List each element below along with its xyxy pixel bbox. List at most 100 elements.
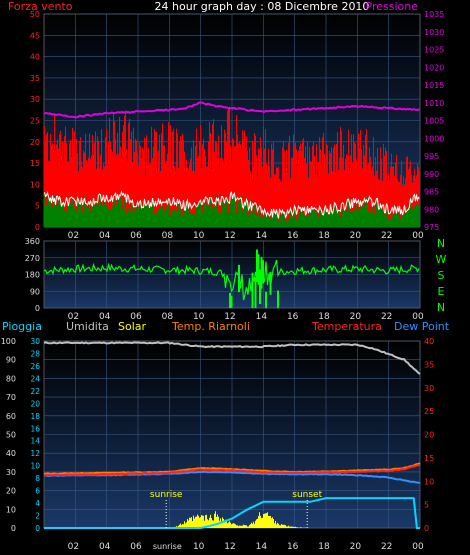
wind-tick-label: 40	[30, 53, 40, 62]
wind-direction-grid	[44, 240, 421, 309]
secondary-tick-label: 18	[30, 412, 40, 421]
temperature-tick-label: 25	[424, 407, 434, 416]
pressure-tick-label: 995	[424, 152, 439, 161]
compass-letters: N W S E N	[436, 237, 447, 314]
wind-axis-label: Forza vento	[8, 0, 73, 13]
x-tick-label: 16	[287, 312, 299, 322]
humidity-line	[43, 341, 421, 375]
x-tick-label: 10	[193, 312, 205, 322]
sunrise-label: sunrise	[150, 490, 183, 500]
pressure-tick-label: 1025	[424, 46, 444, 55]
secondary-tick-label: 22	[30, 387, 40, 396]
x-tick-label: 10	[193, 542, 205, 552]
x-tick-label: sunrise	[153, 542, 182, 551]
wind-tick-label: 45	[30, 31, 40, 40]
rain-tick-label: 90	[6, 356, 16, 365]
temperature-line	[43, 464, 421, 477]
x-tick-label: 20	[350, 231, 362, 241]
direction-tick-label: 0	[35, 304, 40, 313]
direction-axis: 0 90 180 270 360	[25, 237, 40, 313]
temperature-tick-label: 10	[424, 477, 434, 486]
pressure-tick-label: 1020	[424, 63, 444, 72]
temperature-grid	[44, 340, 421, 529]
secondary-tick-label: 12	[30, 449, 40, 458]
direction-tick-label: 360	[25, 237, 40, 246]
rain-tick-label: 30	[6, 468, 16, 477]
x-tick-label: 06	[130, 231, 142, 241]
x-tick-label: 04	[99, 542, 111, 552]
secondary-tick-label: 16	[30, 424, 40, 433]
direction-tick-label: 270	[25, 254, 40, 263]
temperature-tick-label: 40	[424, 337, 434, 346]
x-tick-label: 08	[162, 312, 174, 322]
x-tick-label: 18	[318, 312, 330, 322]
pressure-tick-label: 1015	[424, 81, 444, 90]
x-tick-label: 10	[193, 231, 205, 241]
legend-temperatura: Temperatura	[311, 320, 382, 333]
rain-tick-label: 80	[6, 374, 16, 383]
wind-tick-label: 20	[30, 138, 40, 147]
temperature-time-axis: 02 04 06 sunrise 10 12 14 16 18 20 22 00	[68, 542, 424, 552]
wind-tick-label: 15	[30, 159, 40, 168]
sun-annotations: sunrise sunset	[150, 490, 323, 528]
pressure-axis: 975 980 985 990 995 1000 1005 1010 1015 1020 1025 1…	[424, 10, 444, 232]
pressure-tick-label: 985	[424, 188, 439, 197]
compass-e: E	[438, 285, 445, 298]
pressure-tick-label: 1030	[424, 28, 444, 37]
x-tick-label: 16	[287, 231, 299, 241]
wind-direction-panel: 0 90 180 270 360 02 04 06 08 10 12 14 16 18 20 22 00 N …	[25, 237, 447, 322]
x-tick-label: 14	[256, 542, 268, 552]
secondary-tick-label: 0	[35, 524, 40, 533]
x-tick-label: 20	[350, 312, 362, 322]
direction-time-axis: 02 04 06 08 10 12 14 16 18 20 22 00	[68, 312, 424, 322]
pressure-tick-label: 1000	[424, 134, 444, 143]
x-tick-label: 20	[350, 542, 362, 552]
secondary-tick-label: 30	[30, 337, 40, 346]
compass-w: W	[436, 253, 447, 266]
sunset-label: sunset	[292, 490, 322, 500]
x-tick-label: 16	[287, 542, 299, 552]
x-tick-label: 12	[224, 312, 235, 322]
secondary-tick-label: 28	[30, 349, 40, 358]
legend-umidita: Umidita	[66, 320, 109, 333]
wind-tick-label: 50	[30, 10, 40, 19]
legend: Pioggia Umidita Solar Temp. Riarnoli Tem…	[2, 320, 450, 333]
temperature-tick-label: 30	[424, 384, 434, 393]
rain-tick-label: 20	[6, 487, 16, 496]
temperature-tick-label: 15	[424, 454, 434, 463]
pressure-tick-label: 975	[424, 223, 439, 232]
rain-tick-label: 100	[1, 337, 16, 346]
x-tick-label: 02	[68, 542, 79, 552]
x-tick-label: 00	[412, 231, 424, 241]
secondary-tick-label: 8	[35, 474, 40, 483]
wind-tick-label: 30	[30, 95, 40, 104]
rain-tick-label: 40	[6, 449, 16, 458]
legend-pioggia: Pioggia	[2, 320, 42, 333]
x-tick-label: 22	[381, 542, 392, 552]
wind-time-axis: 02 04 06 08 10 12 14 16 18 20 22 00	[68, 231, 424, 241]
pressure-tick-label: 1035	[424, 10, 444, 19]
x-tick-label: 08	[162, 231, 174, 241]
x-tick-label: 04	[99, 231, 111, 241]
wind-tick-label: 35	[30, 74, 40, 83]
wind-tick-label: 10	[30, 180, 40, 189]
x-tick-label: 04	[99, 312, 111, 322]
rain-tick-label: 60	[6, 412, 16, 421]
rain-tick-label: 0	[11, 524, 16, 533]
temperature-axis: 0 5 10 15 20 25 30 35 40	[424, 337, 434, 533]
pressure-axis-label: Pressione	[366, 0, 419, 13]
compass-n-top: N	[437, 237, 445, 250]
wind-tick-label: 5	[35, 202, 40, 211]
wind-direction-spikes	[229, 249, 279, 308]
wind-tick-label: 0	[35, 223, 40, 232]
wind-tick-label: 25	[30, 117, 40, 126]
secondary-tick-label: 4	[35, 499, 40, 508]
x-tick-label: 14	[256, 231, 268, 241]
solar-area	[170, 511, 309, 528]
x-tick-label: 12	[224, 542, 235, 552]
wind-average-fill	[44, 190, 420, 227]
